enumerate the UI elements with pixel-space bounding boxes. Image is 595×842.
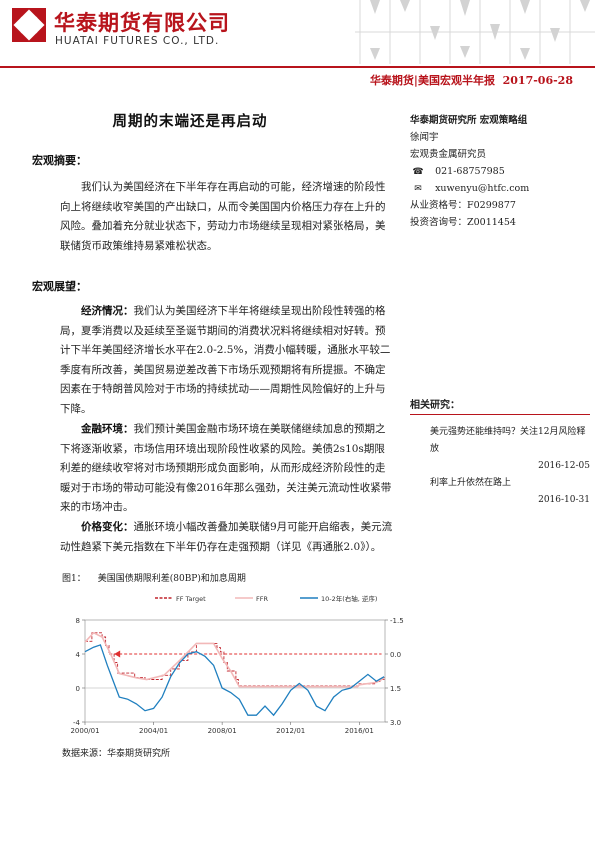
consult-license: 投资咨询号：Z0011454 — [410, 214, 590, 231]
y-left-tick-label: 8 — [76, 617, 80, 625]
y-left-tick-label: -4 — [73, 719, 81, 727]
figure-source: 数据来源：华泰期货研究所 — [62, 749, 171, 759]
finance-label: 金融环境： — [81, 423, 134, 435]
consult-number: Z0011454 — [467, 217, 516, 228]
spread-chart: 8 4 0 -4 -1.5 0.0 1.5 3.0 2000/01 2004/01 2008/01 2… — [70, 594, 404, 735]
phone-icon: ☎ — [412, 167, 424, 177]
reference-arrow — [114, 650, 121, 658]
legend-label: FF Target — [176, 595, 206, 603]
x-tick-label: 2000/01 — [70, 727, 99, 735]
outlook-price: 价格变化：通胀环境小幅改善叠加美联储9月可能开启缩表，美元流动性趋紧下美元指数在… — [60, 518, 394, 557]
page-title: 周期的末端还是再启动 — [112, 113, 268, 130]
analyst-role: 宏观贵金属研究员 — [410, 149, 487, 160]
finance-text: 我们预计美国金融市场环境在美联储继续加息的预期之下将逐渐收紧，市场信用环境出现阶… — [60, 423, 392, 513]
qualification: 从业资格号：F0299877 — [410, 197, 590, 214]
series-line — [84, 644, 385, 717]
related-item-title[interactable]: 利率上升依然在路上 — [430, 478, 512, 488]
related-rule — [410, 414, 590, 415]
price-text: 通胀环境小幅改善叠加美联储9月可能开启缩表，美元流动性趋紧下美元指数在下半年仍存… — [60, 521, 393, 553]
outlook-heading: 宏观展望： — [32, 280, 87, 293]
related-heading: 相关研究： — [410, 400, 460, 411]
report-tag: 华泰期货|美国宏观半年报 2017-06-28 — [370, 72, 573, 88]
x-tick-label: 2004/01 — [139, 727, 168, 735]
series-line — [84, 631, 385, 688]
y-right-tick-label: 3.0 — [390, 719, 401, 727]
mail-icon: ✉ — [414, 184, 422, 194]
email-address[interactable]: xuwenyu@htfc.com — [435, 183, 530, 194]
report-date: 2017-06-28 — [502, 74, 573, 87]
outlook-economy: 经济情况：我们认为美国经济下半年将继续呈现出阶段性转强的格局，夏季消费以及延续至… — [60, 302, 394, 419]
legend-label: FFR — [256, 595, 268, 603]
header-decoration — [355, 0, 595, 64]
economy-text: 我们认为美国经济下半年将继续呈现出阶段性转强的格局，夏季消费以及延续至圣诞节期间… — [60, 305, 391, 415]
figure-caption: 图1： 美国国债期限利差(80BP)和加息周期 — [62, 571, 258, 584]
figure-title: 美国国债期限利差(80BP)和加息周期 — [97, 574, 246, 584]
legend-label: 10-2年(右轴, 逆序) — [321, 594, 377, 603]
company-logo — [12, 8, 46, 42]
y-right-tick-label: 0.0 — [390, 651, 401, 659]
y-right-tick-label: 1.5 — [390, 685, 401, 693]
phone-number: 021-68757985 — [435, 166, 505, 177]
consult-label: 投资咨询号： — [410, 217, 468, 228]
x-tick-label: 2012/01 — [276, 727, 305, 735]
header-rule — [0, 66, 595, 68]
y-left-tick-label: 0 — [76, 685, 80, 693]
related-item-date: 2016-10-31 — [538, 495, 590, 505]
company-name-cn: 华泰期货有限公司 — [54, 11, 230, 35]
qual-label: 从业资格号： — [410, 200, 468, 211]
summary-heading: 宏观摘要： — [32, 154, 87, 167]
summary-text: 我们认为美国经济在下半年存在再启动的可能，经济增速的阶段性向上将继续收窄美国的产… — [60, 181, 386, 252]
figure-label: 图1： — [62, 574, 86, 584]
y-right-tick-label: -1.5 — [390, 617, 404, 625]
x-tick-label: 2008/01 — [208, 727, 237, 735]
report-series: 华泰期货|美国宏观半年报 — [369, 74, 495, 87]
related-item-title[interactable]: 美元强势还能维持吗？关注12月风险释放 — [430, 427, 586, 454]
related-list: 美元强势还能维持吗？关注12月风险释放 2016-12-05 利率上升依然在路上… — [430, 424, 590, 509]
qual-number: F0299877 — [467, 200, 516, 211]
price-label: 价格变化： — [81, 521, 134, 533]
y-left-tick-label: 4 — [76, 651, 81, 659]
x-tick-label: 2016/01 — [345, 727, 374, 735]
research-org: 华泰期货研究所 宏观策略组 — [410, 115, 528, 126]
analyst-email: ✉ xuwenyu@htfc.com — [410, 180, 590, 197]
related-item-date: 2016-12-05 — [538, 461, 590, 471]
economy-label: 经济情况： — [81, 305, 134, 317]
outlook-finance: 金融环境：我们预计美国金融市场环境在美联储继续加息的预期之下将逐渐收紧，市场信用… — [60, 420, 394, 518]
company-name-en: HUATAI FUTURES CO., LTD. — [55, 35, 220, 47]
analyst-name: 徐闻宇 — [410, 132, 439, 143]
plot-frame — [84, 619, 386, 723]
analyst-info: 华泰期货研究所 宏观策略组 徐闻宇 宏观贵金属研究员 ☎ 021-6875798… — [410, 112, 590, 231]
analyst-phone: ☎ 021-68757985 — [410, 163, 590, 180]
